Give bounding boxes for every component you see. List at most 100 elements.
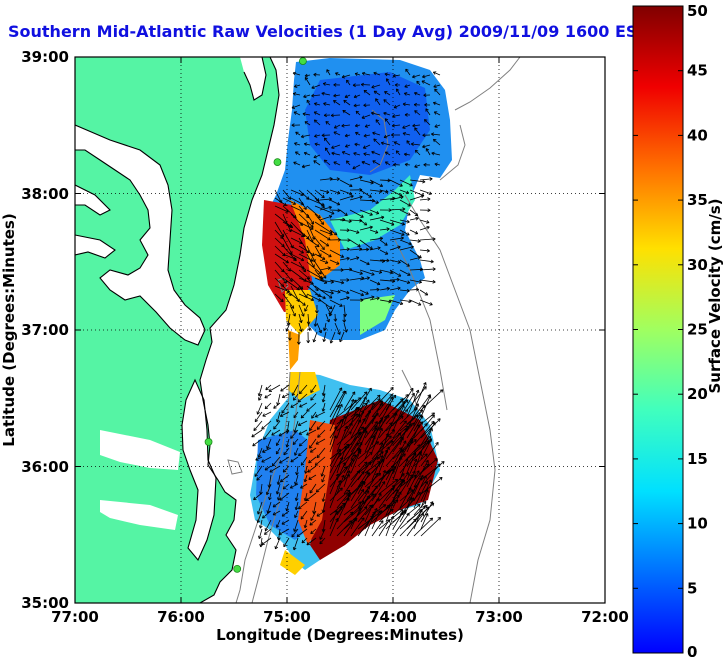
current-vector	[329, 289, 341, 293]
current-vector-head	[402, 207, 406, 210]
current-vector	[313, 111, 321, 116]
current-vector	[329, 452, 341, 474]
current-vector	[373, 138, 381, 146]
current-vector	[359, 296, 375, 301]
current-vector-head	[315, 489, 318, 493]
current-vector-head	[362, 145, 366, 149]
current-vector	[375, 119, 381, 126]
current-vector-head	[432, 238, 436, 241]
current-vector-head	[258, 393, 262, 397]
current-vector	[304, 304, 309, 312]
current-vector	[252, 438, 263, 447]
current-vector-head	[339, 419, 343, 422]
current-vector	[389, 246, 401, 251]
current-vector-head	[306, 99, 310, 102]
current-vector	[324, 322, 327, 331]
current-vector-head	[434, 88, 438, 91]
current-vector	[319, 267, 331, 271]
current-vector-head	[390, 224, 395, 226]
current-vector	[364, 485, 378, 502]
current-vector	[298, 304, 305, 317]
current-vector	[329, 189, 341, 194]
current-vector-head	[316, 491, 320, 493]
current-vector	[359, 189, 372, 198]
current-vector	[264, 519, 272, 532]
current-vector-head	[313, 154, 316, 158]
current-vector-head	[418, 452, 422, 456]
current-vector-head	[381, 260, 386, 263]
current-vector-head	[311, 85, 314, 89]
current-vector-head	[346, 229, 350, 233]
current-vector	[371, 427, 383, 453]
x-axis-label: Longitude (Degrees:Minutes)	[216, 626, 464, 644]
current-vector-head	[427, 226, 430, 230]
current-vector	[389, 229, 405, 236]
current-vector-head	[420, 194, 424, 197]
current-vector-head	[431, 151, 435, 154]
current-vector-head	[293, 111, 297, 115]
current-vector-head	[276, 443, 280, 446]
current-vector-head	[402, 131, 406, 134]
current-vector-head	[264, 394, 267, 399]
current-vector	[404, 153, 411, 156]
current-vector	[399, 444, 421, 467]
current-vector-head	[314, 142, 318, 145]
current-vector-head	[316, 426, 319, 430]
current-vector-head	[301, 541, 306, 544]
current-vector-head	[306, 541, 309, 546]
current-vector	[336, 445, 347, 474]
current-vector	[276, 411, 281, 423]
current-vector-head	[371, 402, 375, 405]
current-vector	[298, 447, 308, 457]
current-vector	[409, 217, 419, 221]
current-vector	[379, 219, 395, 225]
current-vector-head	[311, 226, 314, 230]
current-vector	[268, 384, 281, 392]
current-vector-head	[321, 133, 325, 136]
current-vector	[306, 253, 315, 268]
current-vector-head	[337, 190, 341, 194]
current-vector-head	[279, 497, 282, 501]
current-vector-head	[290, 437, 294, 439]
current-vector	[413, 394, 431, 418]
current-vector	[414, 164, 421, 168]
current-vector	[385, 432, 402, 453]
current-vector	[283, 447, 290, 456]
current-vector	[389, 208, 406, 211]
current-vector-head	[286, 508, 290, 512]
current-vector	[350, 517, 365, 537]
current-vector	[276, 519, 281, 528]
current-vector-head	[414, 474, 417, 478]
current-vector-head	[432, 71, 436, 75]
current-vector-head	[409, 241, 412, 245]
current-vector-head	[337, 452, 341, 455]
y-tick-label: 39:00	[21, 48, 69, 66]
current-vector-head	[333, 93, 337, 97]
current-vector-head	[415, 287, 419, 290]
current-vector	[406, 140, 411, 146]
current-vector-head	[347, 238, 351, 241]
current-vector	[364, 421, 378, 439]
current-vector-head	[296, 533, 299, 537]
current-vector	[399, 219, 410, 223]
current-vector-head	[264, 531, 266, 535]
current-vector-head	[335, 517, 339, 521]
current-vector-head	[346, 278, 350, 281]
current-vector-head	[282, 486, 285, 490]
current-vector-head	[353, 152, 356, 156]
current-vector-head	[265, 388, 269, 391]
current-vector	[282, 189, 292, 200]
current-vector-head	[380, 183, 384, 187]
current-vector-head	[319, 542, 323, 545]
current-vector-head	[363, 153, 367, 156]
current-vector-head	[380, 442, 383, 445]
current-vector	[308, 456, 317, 464]
current-vector	[357, 504, 372, 523]
current-vector-head	[298, 401, 302, 403]
current-vector-head	[364, 124, 368, 128]
current-vector-head	[414, 164, 417, 168]
current-vector	[420, 501, 434, 523]
current-vector-head	[405, 394, 409, 396]
current-vector	[343, 442, 359, 467]
current-vector-head	[420, 474, 424, 478]
